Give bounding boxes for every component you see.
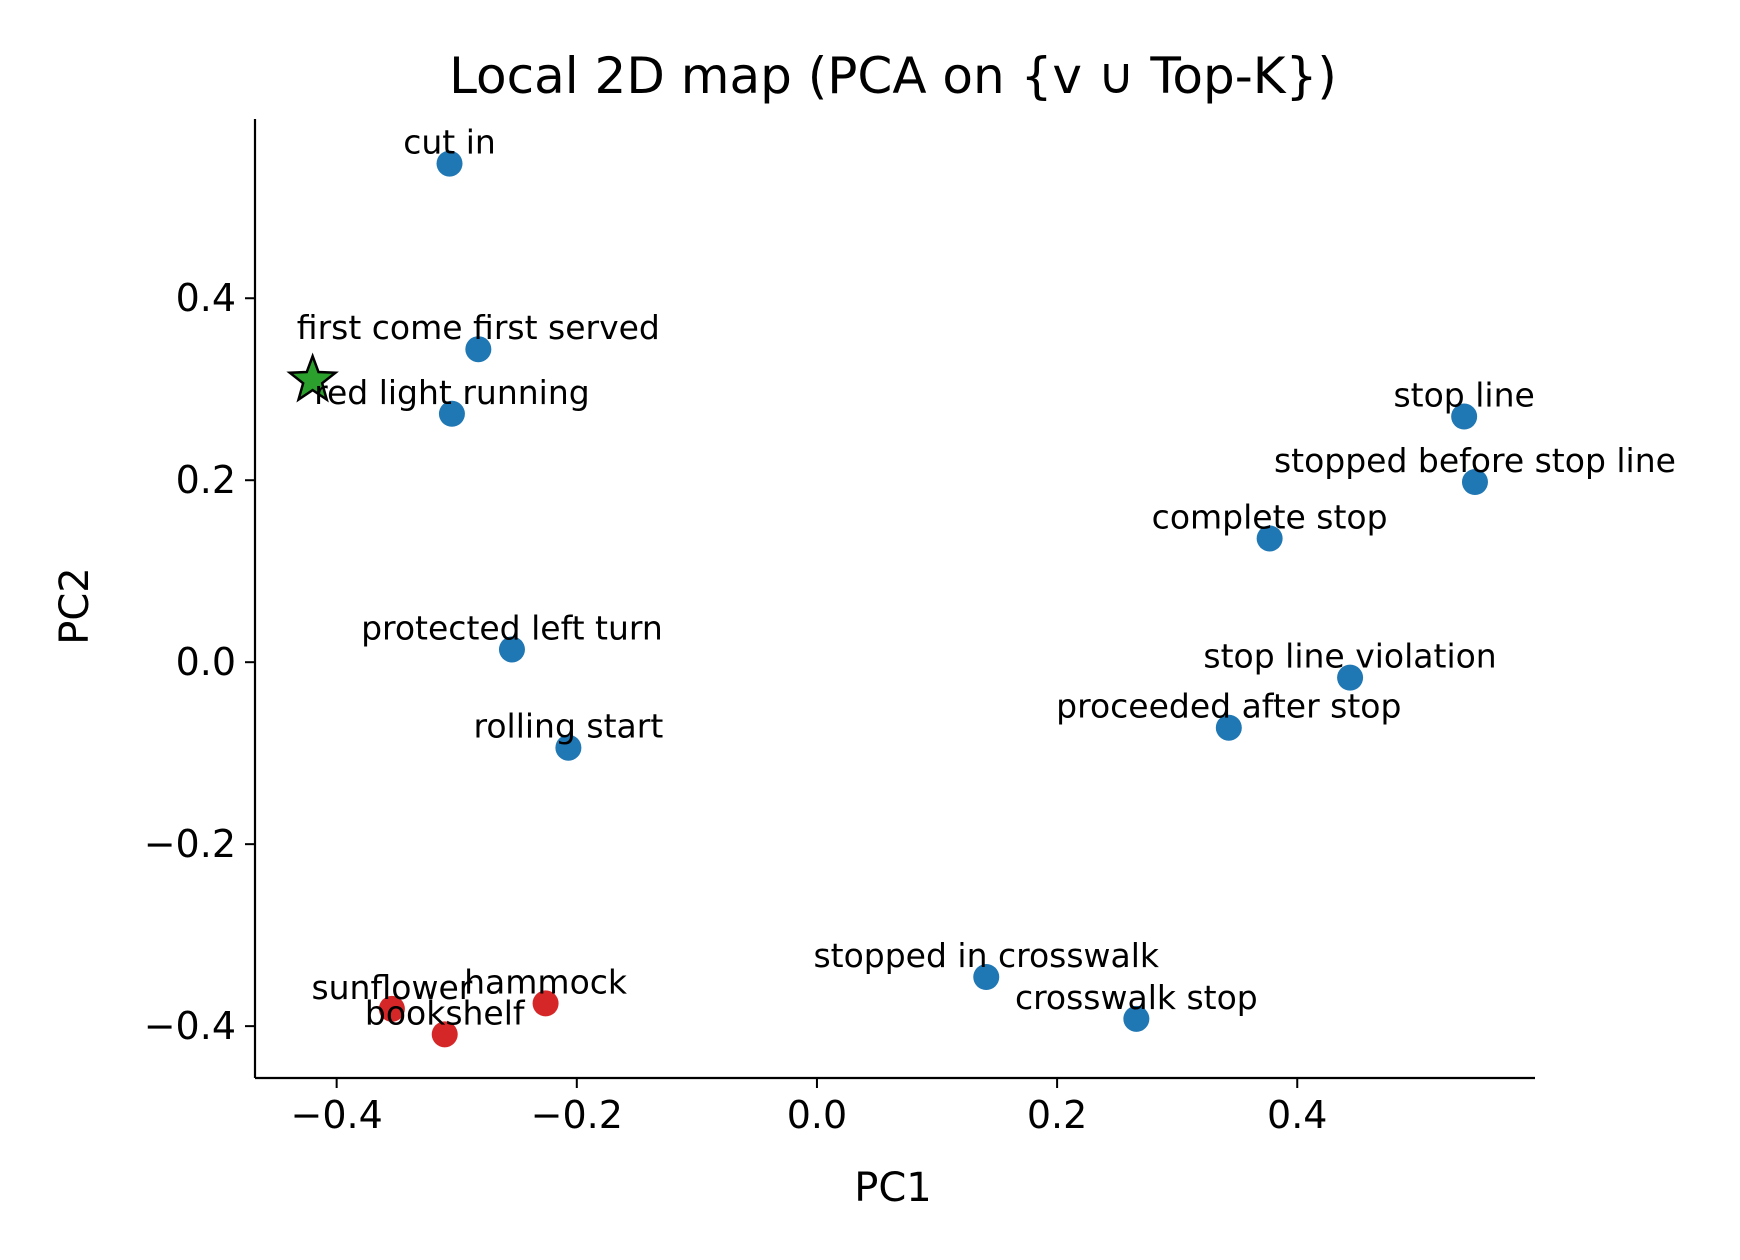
point-label: stopped before stop line (1274, 441, 1676, 480)
scatter-point (438, 400, 465, 427)
scatter-point (378, 995, 405, 1022)
point-labels: cut in first come first served red light r… (297, 123, 1676, 1033)
point-label: stopped in crosswalk (813, 936, 1159, 975)
scatter-point (498, 636, 525, 663)
chart-title: Local 2D map (PCA on {v ∪ Top-K}) (449, 47, 1337, 105)
scatter-point (431, 1021, 458, 1048)
x-tick-label: −0.2 (531, 1093, 623, 1137)
scatter-point (555, 734, 582, 761)
scatter-point (532, 990, 559, 1017)
point-label: stop line (1393, 376, 1534, 415)
scatter-point (973, 964, 1000, 991)
y-tick-label: 0.2 (176, 458, 236, 502)
x-tick-label: −0.4 (291, 1093, 383, 1137)
point-label: red light running (314, 373, 590, 412)
point-label: crosswalk stop (1015, 978, 1258, 1017)
scatter-point (1461, 469, 1488, 496)
point-label: rolling start (474, 707, 664, 746)
y-tick-label: 0.0 (176, 640, 236, 684)
scatter-point (465, 336, 492, 363)
point-label: hammock (464, 962, 628, 1001)
point-label: first come first served (297, 308, 660, 347)
point-label: protected left turn (361, 608, 663, 647)
x-axis-label: PC1 (854, 1165, 932, 1211)
x-tick-label: 0.0 (787, 1093, 847, 1137)
point-label: stop line violation (1203, 637, 1496, 676)
x-tick-label: 0.2 (1027, 1093, 1087, 1137)
x-tick-label: 0.4 (1267, 1093, 1327, 1137)
scatter-point (1123, 1005, 1150, 1032)
query-star-marker (286, 352, 339, 403)
y-tick-label: −0.2 (144, 822, 236, 866)
data-points (286, 150, 1488, 1048)
y-axis-label: PC2 (52, 567, 98, 645)
scatter-point (1215, 714, 1242, 741)
y-tick-label: 0.4 (176, 276, 236, 320)
point-label: cut in (403, 123, 496, 162)
point-label: complete stop (1152, 497, 1388, 536)
scatter-point (1451, 403, 1478, 430)
y-tick-label: −0.4 (144, 1004, 236, 1048)
point-label: sunflower (311, 968, 472, 1007)
axes: −0.4 −0.2 0.0 0.2 0.4 −0.4 −0.2 0.0 0.2 0.4 (144, 119, 1535, 1137)
point-label: proceeded after stop (1056, 687, 1401, 726)
point-label: bookshelf (365, 993, 526, 1032)
scatter-point (436, 150, 463, 177)
scatter-point (1256, 525, 1283, 552)
scatter-point (1337, 664, 1364, 691)
